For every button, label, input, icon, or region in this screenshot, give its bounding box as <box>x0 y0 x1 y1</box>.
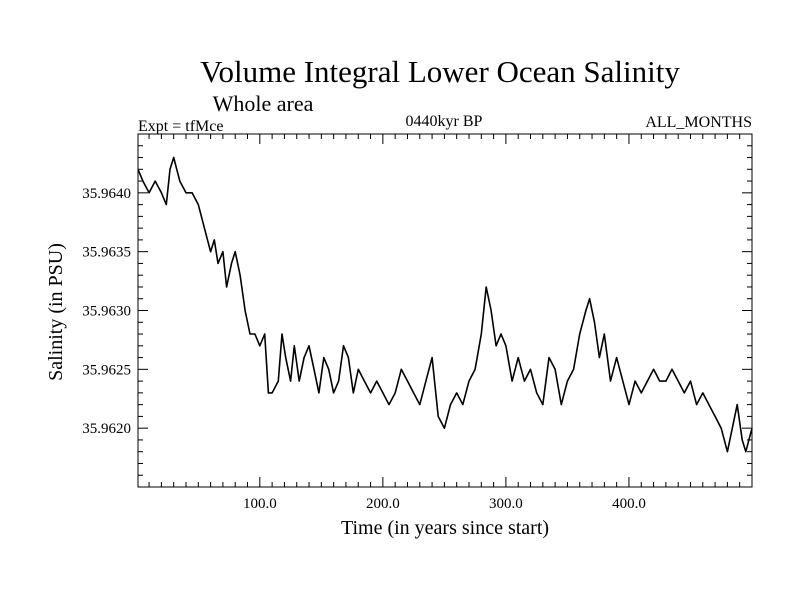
salinity-series-line <box>137 156 753 453</box>
x-tick-labels: 100.0 200.0 300.0 400.0 <box>243 496 646 512</box>
months-label: ALL_MONTHS <box>645 114 752 131</box>
experiment-label: Expt = tfMce <box>138 118 223 135</box>
y-tick-label: 35.9625 <box>82 362 131 378</box>
x-tick-label: 400.0 <box>612 496 646 512</box>
y-tick-label: 35.9635 <box>82 245 131 261</box>
y-tick-label: 35.9620 <box>82 421 131 437</box>
chart-subtitle: Whole area <box>213 91 314 116</box>
chart-title: Volume Integral Lower Ocean Salinity <box>200 54 680 89</box>
y-tick-labels: 35.9620 35.9625 35.9630 35.9635 35.9640 <box>82 186 131 437</box>
plot-frame <box>137 133 753 488</box>
x-tick-label: 100.0 <box>243 496 277 512</box>
period-label: 0440kyr BP <box>406 113 483 130</box>
y-tick-label: 35.9630 <box>82 304 131 320</box>
y-tick-label: 35.9640 <box>82 186 131 202</box>
x-tick-label: 300.0 <box>489 496 523 512</box>
x-axis-label: Time (in years since start) <box>341 517 549 539</box>
x-tick-label: 200.0 <box>366 496 400 512</box>
y-axis-label: Salinity (in PSU) <box>45 243 67 381</box>
tick-marks <box>138 133 752 488</box>
